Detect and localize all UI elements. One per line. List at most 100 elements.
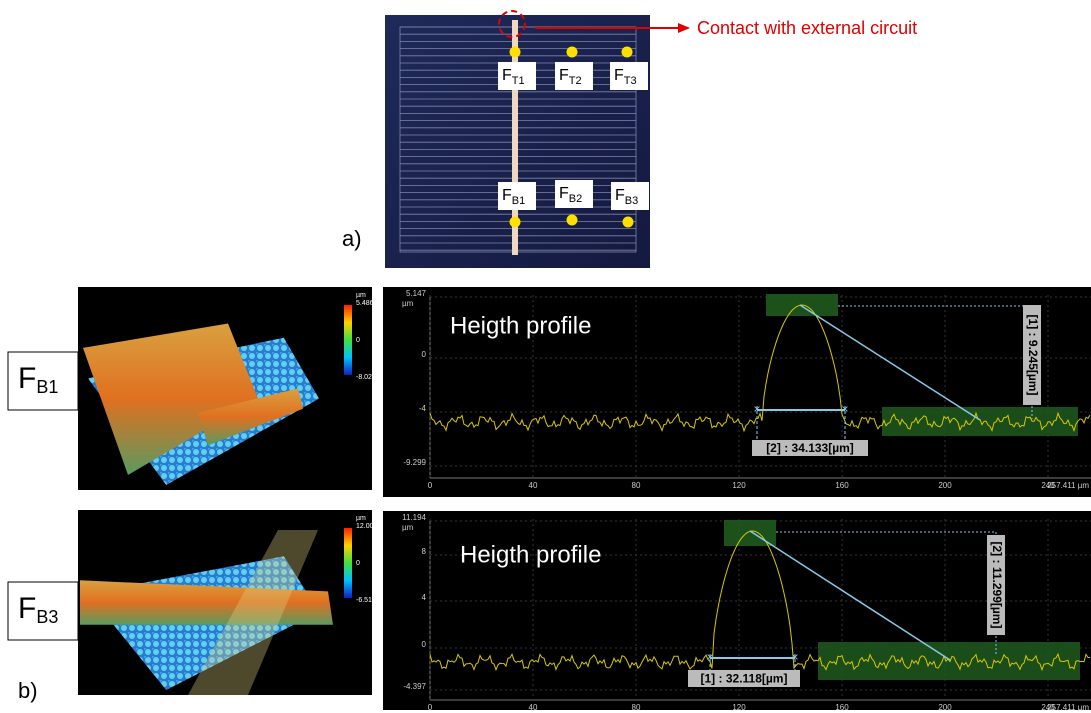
point-dot: [566, 46, 578, 58]
x-tick-label: 40: [529, 703, 538, 712]
fit-line: [749, 530, 951, 661]
height-label-box: [987, 535, 1005, 635]
x-tick-label: 80: [632, 481, 641, 490]
x-tick-label: 240: [1041, 481, 1055, 490]
y-tick-label: 0: [422, 640, 427, 649]
point-label: FT2: [559, 67, 582, 87]
point-main: F: [615, 187, 625, 204]
colorbar-label: -8.027: [356, 374, 376, 381]
colorbar: [344, 305, 352, 375]
panel-label: b): [18, 678, 38, 703]
y-tick-label: 8: [422, 547, 427, 556]
arrow-head: [678, 23, 690, 33]
plot-title: Heigth profile: [450, 312, 591, 339]
x-tick-label: 160: [835, 481, 849, 490]
x-tick-label: 0: [428, 481, 433, 490]
width-label: [2] : 34.133[µm]: [766, 441, 854, 455]
point-main: F: [502, 187, 512, 204]
point-sub: B1: [512, 195, 525, 207]
colorbar-label: µm: [356, 515, 366, 522]
width-label: [1] : 32.118[µm]: [701, 672, 788, 686]
point-box: [555, 62, 593, 90]
location-main: F: [18, 362, 36, 395]
surface-finger: [198, 388, 303, 446]
surface-pad: [83, 323, 258, 475]
y-unit: µm: [402, 299, 414, 308]
height-label-box: [1023, 305, 1041, 405]
colorbar-label: -6.514: [356, 597, 376, 604]
profile-curve: [429, 530, 1091, 672]
plot-title: Heigth profile: [460, 541, 601, 568]
width-label-box: [752, 440, 868, 456]
x-tick-label: 120: [732, 481, 746, 490]
surface-busbar: [188, 530, 318, 695]
location-sub: B3: [36, 607, 58, 627]
location-sub: B1: [36, 377, 58, 397]
x-end-label: 257.411 µm: [1047, 481, 1089, 490]
y-tick-label: 4: [422, 593, 427, 602]
x-tick-label: 200: [938, 703, 952, 712]
point-box: [611, 182, 649, 210]
height-label: [2] : 11.299[µm]: [990, 542, 1004, 629]
point-dot: [622, 216, 634, 228]
location-box: [7, 581, 79, 641]
point-dot: [509, 216, 521, 228]
point-sub: T3: [624, 75, 637, 87]
colorbar-label: 0: [356, 560, 360, 567]
location-main: F: [18, 592, 36, 625]
point-label: FT1: [502, 67, 525, 87]
point-main: F: [614, 67, 624, 84]
y-tick-label: -4: [419, 404, 427, 413]
y-tick-label: -4.397: [403, 682, 426, 691]
height-label: [1] : 9.245[µm]: [1026, 315, 1040, 396]
point-main: F: [559, 185, 569, 202]
x-tick-label: 0: [428, 703, 433, 712]
y-tick-label: 11.194: [402, 513, 426, 522]
location-box: [7, 351, 79, 411]
panel-label: a): [342, 226, 362, 251]
colorbar-label: µm: [356, 292, 366, 299]
point-box: [498, 62, 536, 90]
point-label: FB3: [615, 187, 638, 207]
point-box: [498, 182, 536, 210]
point-main: F: [502, 67, 512, 84]
x-tick-label: 160: [835, 703, 849, 712]
point-sub: B2: [569, 193, 582, 205]
point-dot: [566, 214, 578, 226]
y-tick-label: 0: [422, 350, 427, 359]
point-sub: T1: [512, 75, 525, 87]
colorbar: [344, 528, 352, 598]
colorbar-label: 5.486: [356, 300, 374, 307]
point-main: F: [559, 67, 569, 84]
y-tick-label: -9.299: [403, 458, 426, 467]
panel-a: Contact with external circuit a) FT1 FT2 F…: [342, 10, 917, 268]
point-label: FB2: [559, 185, 582, 205]
busbar: [512, 20, 518, 255]
point-box: [555, 180, 593, 208]
callout-text: Contact with external circuit: [697, 18, 917, 38]
y-unit: µm: [402, 523, 414, 532]
point-dot: [509, 46, 521, 58]
fit-line: [799, 304, 981, 421]
x-tick-label: 200: [938, 481, 952, 490]
x-tick-label: 80: [632, 703, 641, 712]
x-end-label: 257.411 µm: [1047, 703, 1089, 712]
point-sub: T2: [569, 75, 582, 87]
surface-finger: [80, 580, 333, 625]
x-tick-label: 40: [529, 481, 538, 490]
point-sub: B3: [625, 195, 638, 207]
x-tick-label: 240: [1041, 703, 1055, 712]
width-label-box: [688, 670, 800, 687]
x-tick-label: 120: [732, 703, 746, 712]
y-tick-label: 5.147: [406, 289, 427, 298]
contact-circle: [498, 10, 526, 38]
point-dot: [621, 46, 633, 58]
plot-bg: [383, 287, 1091, 497]
point-label: FT3: [614, 67, 637, 87]
